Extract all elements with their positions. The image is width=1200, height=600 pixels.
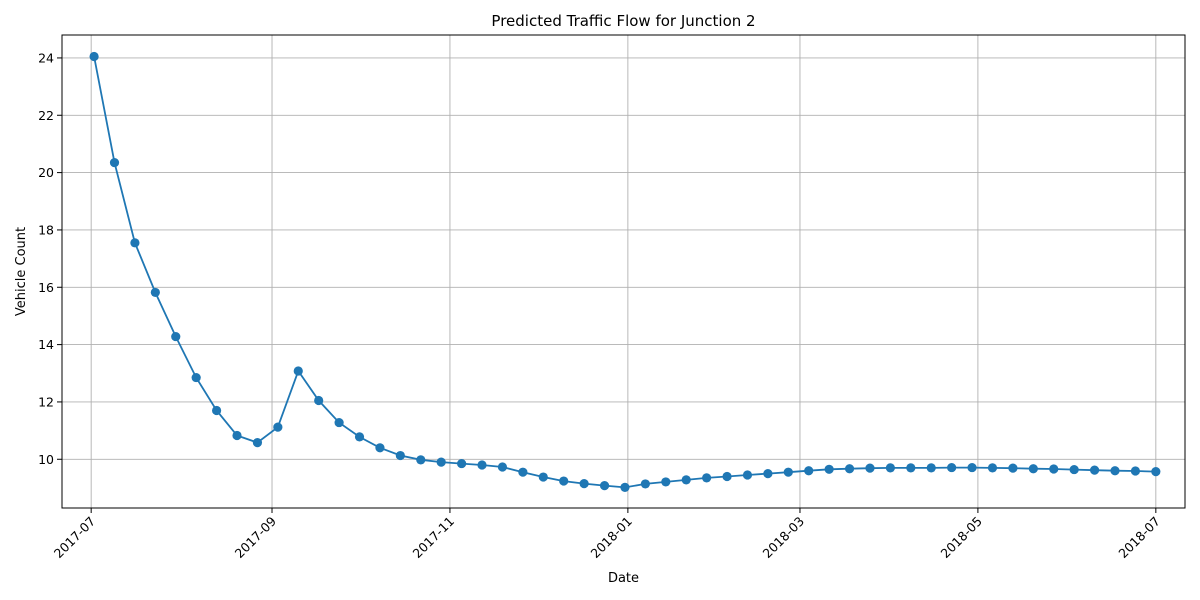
data-point [1110,466,1120,476]
y-tick-label: 22 [38,108,54,123]
y-tick-label: 24 [38,50,54,65]
data-point [109,157,120,168]
data-point [211,405,222,416]
data-point [130,238,140,248]
data-point [824,464,834,474]
y-tick-label: 14 [38,337,54,352]
y-tick-label: 12 [38,394,54,409]
grid-lines [62,35,1185,508]
data-point [559,476,569,486]
plot-frame [61,34,1186,509]
data-point [477,460,487,470]
data-point [947,462,957,473]
data-point [457,458,467,469]
data-point [354,432,365,442]
data-point [1028,464,1038,474]
data-point [579,479,589,489]
data-point [293,366,303,376]
data-point [232,430,242,441]
data-point [395,450,405,461]
data-point [599,481,610,491]
data-point [661,477,671,487]
data-point [967,462,977,473]
data-point [763,469,773,479]
data-point [1069,464,1079,475]
data-point [783,467,793,477]
data-point [926,463,936,473]
data-point [987,463,998,473]
data-series [89,51,1161,492]
y-axis-label: Vehicle Count [14,227,29,316]
data-point [314,395,324,406]
data-point [518,467,528,477]
data-point [865,463,875,473]
data-point [885,463,895,473]
data-point [436,457,446,467]
y-tick-label: 18 [38,222,54,237]
data-point [273,422,283,432]
data-point [1089,465,1100,475]
data-point [334,417,344,428]
data-point [844,464,855,474]
data-point [804,466,814,476]
chart-title: Predicted Traffic Flow for Junction 2 [491,12,755,30]
data-point [1130,466,1141,476]
data-point [89,51,99,62]
data-point [681,475,691,485]
y-tick-label: 10 [38,452,54,467]
data-point [702,473,712,483]
data-point [538,472,548,482]
data-point [1151,466,1161,477]
data-point [906,463,916,473]
data-point [252,438,263,448]
data-point [150,287,160,298]
data-point [171,331,181,342]
y-tick-label: 16 [38,280,54,295]
x-axis-label: Date [608,571,639,586]
data-point [722,471,732,482]
data-point [742,470,753,480]
y-tick-label: 20 [38,165,54,180]
data-point [1049,464,1059,474]
data-point [375,443,385,453]
data-point [416,455,426,465]
data-point [191,372,201,383]
data-point [640,479,650,489]
data-point [620,482,630,492]
data-point [1008,463,1018,473]
data-point [497,462,508,472]
